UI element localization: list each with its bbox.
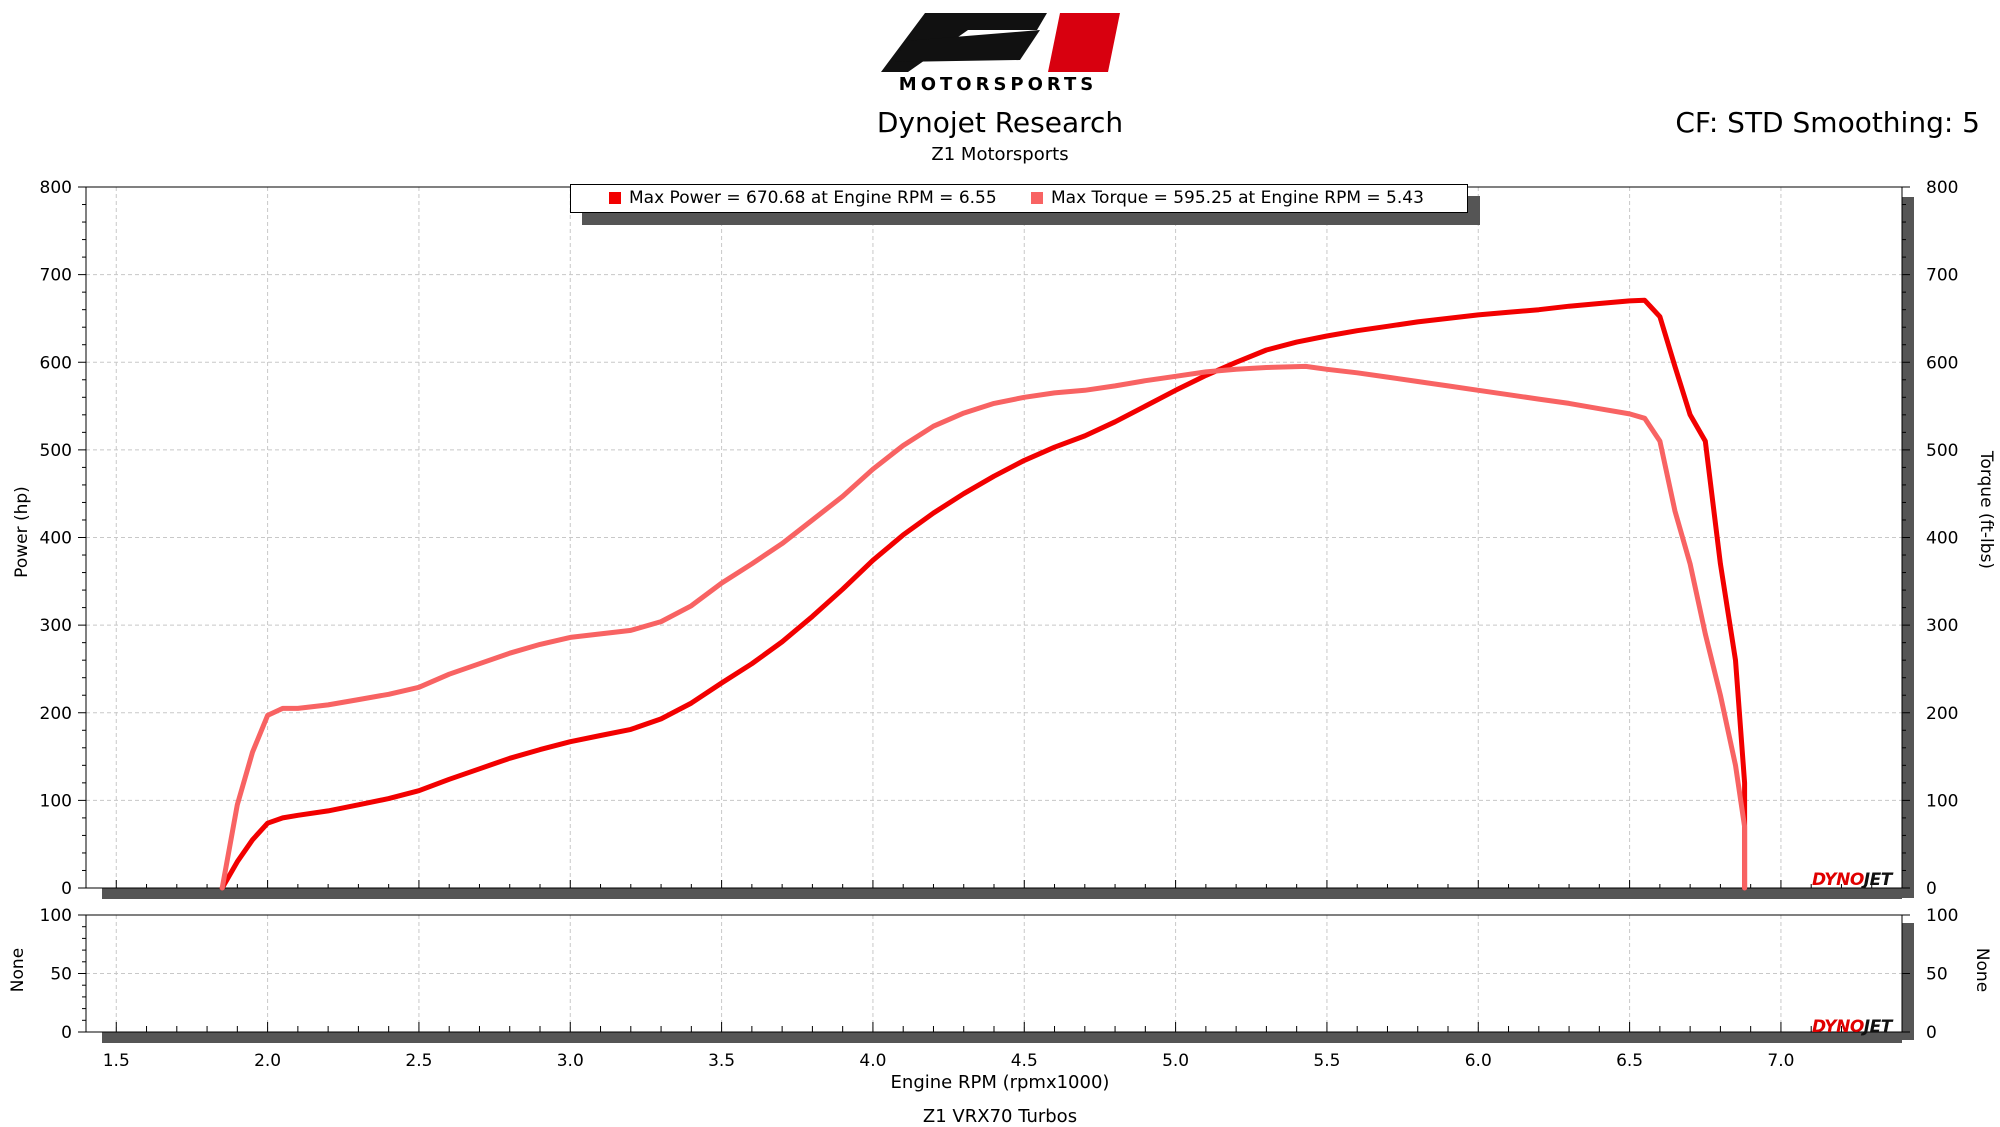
- x-tick-label: 6.0: [1465, 1051, 1492, 1071]
- x-tick-label: 6.5: [1616, 1051, 1643, 1071]
- legend-swatch-torque: [1031, 192, 1043, 204]
- lower-shadow-bottom: [102, 1032, 1902, 1043]
- dynojet-watermark-upper: DYNOJET: [1812, 870, 1892, 890]
- run-name: Z1 VRX70 Turbos: [922, 1106, 1078, 1127]
- x-axis-title: Engine RPM (rpmx1000): [890, 1072, 1110, 1093]
- legend-label-torque: Max Torque = 595.25 at Engine RPM = 5.43: [1051, 188, 1424, 208]
- lower-y-tick-label-right: 100: [1926, 906, 1958, 926]
- lower-y-tick-label-right: 0: [1926, 1023, 1937, 1043]
- lower-y-tick-label-left: 50: [50, 965, 72, 985]
- dynojet-part-2b: JET: [1863, 1017, 1893, 1037]
- y-tick-label-left: 700: [40, 266, 72, 286]
- y-tick-label-right: 300: [1926, 616, 1958, 636]
- y-tick-label-right: 100: [1926, 791, 1958, 811]
- plot-shadow-bottom: [102, 888, 1902, 899]
- legend-swatch-power: [609, 192, 621, 204]
- lower-y-axis-title-right: None: [1972, 947, 1992, 993]
- dynojet-part-1b: DYNO: [1812, 1017, 1864, 1037]
- y-tick-label-right: 500: [1926, 441, 1958, 461]
- y-tick-label-left: 200: [40, 704, 72, 724]
- lower-y-tick-label-left: 0: [61, 1023, 72, 1043]
- legend-label-power: Max Power = 670.68 at Engine RPM = 6.55: [629, 188, 997, 208]
- y-tick-label-right: 800: [1926, 178, 1958, 198]
- y-tick-label-left: 800: [40, 178, 72, 198]
- x-tick-label: 4.0: [859, 1051, 886, 1071]
- x-tick-label: 5.0: [1162, 1051, 1189, 1071]
- y-tick-label-right: 0: [1926, 879, 1937, 899]
- legend: Max Power = 670.68 at Engine RPM = 6.55 …: [570, 184, 1468, 213]
- y-tick-label-left: 600: [40, 353, 72, 373]
- y-tick-label-left: 300: [40, 616, 72, 636]
- y-tick-label-left: 100: [40, 791, 72, 811]
- chart-title: Dynojet Research: [876, 106, 1124, 139]
- y-tick-label-right: 600: [1926, 353, 1958, 373]
- x-tick-label: 3.0: [557, 1051, 584, 1071]
- lower-y-tick-label-right: 50: [1926, 965, 1948, 985]
- x-tick-label: 5.5: [1313, 1051, 1340, 1071]
- legend-item-torque: Max Torque = 595.25 at Engine RPM = 5.43: [1031, 188, 1424, 208]
- x-tick-label: 7.0: [1767, 1051, 1794, 1071]
- dynojet-part-2: JET: [1863, 870, 1893, 890]
- x-tick-label: 4.5: [1011, 1051, 1038, 1071]
- series-line-torque: [219, 363, 1748, 891]
- logo-wordmark: MOTORSPORTS: [898, 74, 1098, 95]
- y-tick-label-right: 400: [1926, 529, 1958, 549]
- y-axis-title-left: Power (hp): [12, 486, 32, 578]
- x-tick-label: 3.5: [708, 1051, 735, 1071]
- y-tick-label-left: 400: [40, 529, 72, 549]
- y-tick-label-right: 700: [1926, 266, 1958, 286]
- z1-logo: [881, 13, 1120, 72]
- correction-factor-label: CF: STD Smoothing: 5: [1675, 106, 1980, 139]
- lower-shadow-right: [1902, 923, 1914, 1040]
- lower-y-tick-label-left: 100: [40, 906, 72, 926]
- y-tick-label-left: 500: [40, 441, 72, 461]
- y-axis-title-right: Torque (ft-lbs): [1976, 450, 1996, 570]
- dynojet-part-1: DYNO: [1812, 870, 1864, 890]
- chart-subtitle: Z1 Motorsports: [931, 144, 1069, 165]
- legend-item-power: Max Power = 670.68 at Engine RPM = 6.55: [609, 188, 997, 208]
- series-line-power: [219, 297, 1748, 891]
- x-tick-label: 1.5: [103, 1051, 130, 1071]
- plot-shadow-right: [1902, 197, 1914, 898]
- x-tick-label: 2.0: [254, 1051, 281, 1071]
- y-tick-label-right: 200: [1926, 704, 1958, 724]
- y-tick-label-left: 0: [61, 879, 72, 899]
- x-tick-label: 2.5: [405, 1051, 432, 1071]
- lower-y-axis-title-left: None: [8, 947, 28, 993]
- dynojet-watermark-lower: DYNOJET: [1812, 1017, 1892, 1037]
